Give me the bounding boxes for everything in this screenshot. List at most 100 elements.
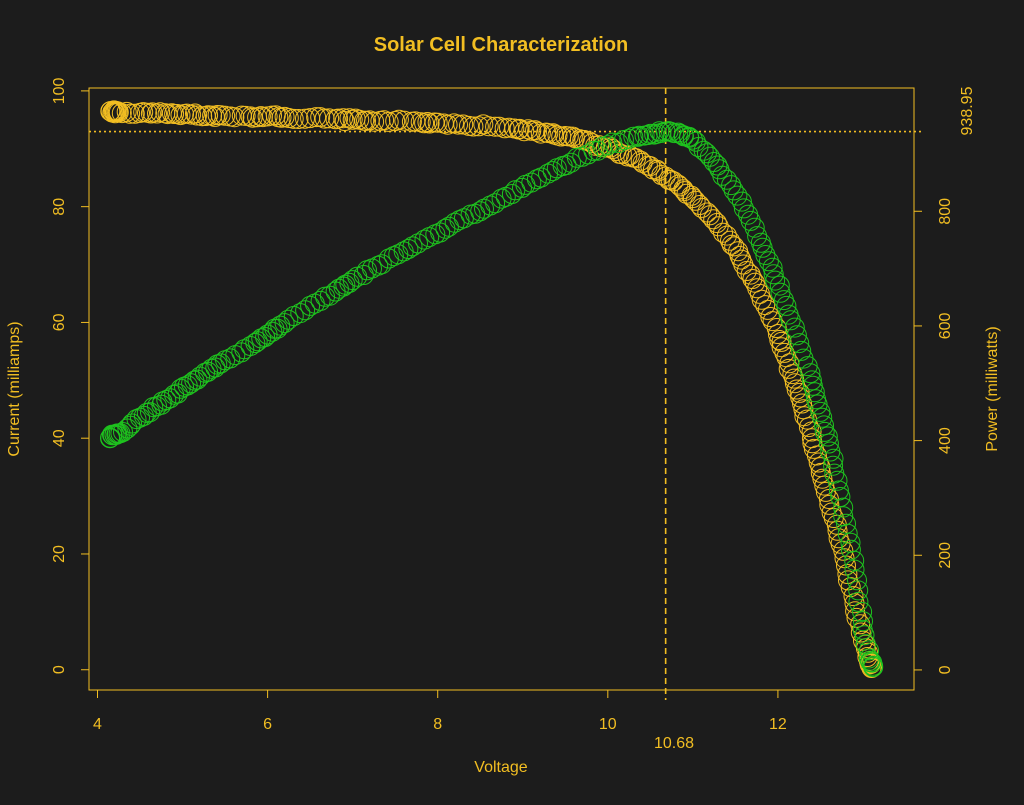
data-point <box>828 480 849 501</box>
data-point <box>844 550 865 571</box>
data-point <box>427 112 448 133</box>
data-point <box>394 110 415 131</box>
data-point <box>251 328 272 349</box>
data-point <box>543 123 564 144</box>
data-point <box>724 236 745 257</box>
data-point <box>854 625 875 646</box>
data-point <box>295 300 316 321</box>
data-point <box>339 108 360 129</box>
data-point <box>720 230 740 251</box>
data-point <box>844 559 865 580</box>
data-point <box>837 564 858 584</box>
data-point <box>836 513 856 534</box>
data-point <box>353 265 374 285</box>
data-point <box>786 325 807 346</box>
y-right-tick-label: 200 <box>937 542 954 569</box>
x-axis-label: Voltage <box>474 759 527 776</box>
data-point <box>383 246 404 267</box>
data-point <box>335 274 356 295</box>
data-point <box>848 591 869 612</box>
data-point <box>789 333 810 354</box>
data-point <box>527 121 547 142</box>
x-tick-label: 10 <box>599 716 617 733</box>
data-point <box>853 611 873 632</box>
data-point <box>474 198 494 219</box>
data-point <box>240 106 261 127</box>
data-point <box>512 177 532 198</box>
data-point <box>731 191 752 212</box>
data-point <box>388 109 409 130</box>
data-point <box>863 657 884 678</box>
y-left-tick-label: 100 <box>51 77 68 104</box>
y-left-tick-label: 20 <box>51 545 68 563</box>
data-point <box>402 236 423 257</box>
data-point <box>845 601 866 622</box>
data-point <box>556 155 577 176</box>
data-point <box>830 487 851 507</box>
data-point <box>417 112 438 132</box>
data-point <box>140 402 160 423</box>
data-point <box>514 121 535 142</box>
data-point <box>801 370 822 391</box>
data-point <box>827 520 848 541</box>
data-point <box>758 251 779 272</box>
data-point <box>804 382 825 403</box>
data-point <box>766 318 787 338</box>
data-point <box>721 234 742 255</box>
data-point <box>509 118 530 139</box>
data-point <box>848 580 869 601</box>
data-point <box>801 421 822 442</box>
data-point <box>242 107 263 128</box>
y-axis-left: 0 20 40 60 80 100 <box>51 77 90 674</box>
data-point <box>716 169 737 190</box>
data-point <box>648 161 669 182</box>
data-point <box>463 116 484 137</box>
data-point <box>846 607 867 628</box>
max-power-value-label: 938.95 <box>959 86 976 135</box>
y-right-tick-label: 0 <box>937 665 954 674</box>
data-point <box>444 212 465 233</box>
power-series <box>100 121 884 678</box>
data-point <box>733 254 754 275</box>
data-point <box>156 390 177 410</box>
data-point <box>703 209 724 230</box>
data-point <box>531 167 552 188</box>
data-point <box>270 315 291 336</box>
data-point <box>682 129 703 150</box>
y-left-tick-label: 0 <box>51 665 68 674</box>
y-right-tick-label: 400 <box>937 427 954 454</box>
data-point <box>731 249 752 270</box>
data-point <box>334 111 355 131</box>
data-point <box>800 363 821 384</box>
data-point <box>840 539 861 560</box>
data-point <box>740 210 761 231</box>
data-point <box>408 233 428 254</box>
data-point <box>310 290 331 311</box>
data-point <box>480 195 501 216</box>
data-point <box>755 245 776 265</box>
data-point <box>147 103 167 124</box>
x-tick-label: 6 <box>263 716 272 733</box>
data-point <box>629 125 649 146</box>
data-point <box>530 123 551 144</box>
data-point <box>630 150 651 171</box>
data-point <box>378 111 399 132</box>
data-point <box>398 239 419 259</box>
data-point <box>521 172 542 193</box>
data-point <box>812 407 833 428</box>
data-point <box>583 140 604 161</box>
data-point <box>721 175 742 196</box>
x-tick-label: 8 <box>433 716 442 733</box>
y-axis-left-label: Current (milliamps) <box>6 321 23 456</box>
data-point <box>250 106 271 127</box>
data-point <box>859 640 879 661</box>
data-point <box>769 275 790 296</box>
data-point <box>124 103 145 124</box>
y-left-tick-label: 80 <box>51 198 68 216</box>
data-point <box>283 108 304 129</box>
data-point <box>623 126 644 147</box>
data-point <box>526 169 547 190</box>
data-point <box>823 455 844 476</box>
data-point <box>827 470 848 491</box>
